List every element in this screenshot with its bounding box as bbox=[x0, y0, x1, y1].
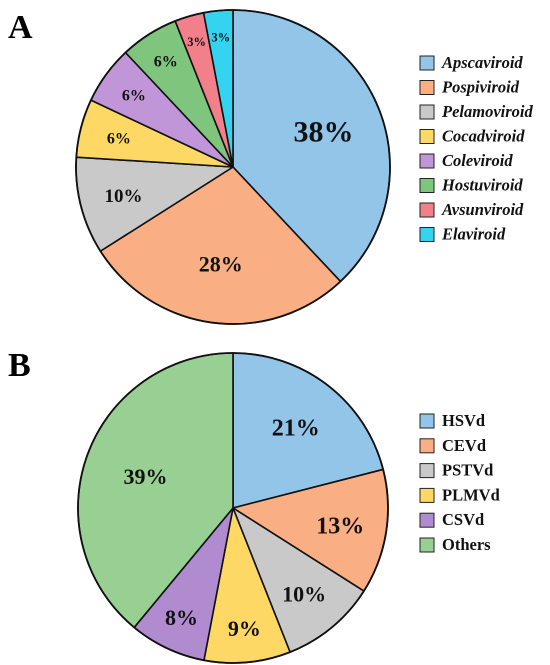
slice-label-coleviroid: 6% bbox=[122, 88, 146, 105]
legend-label-pospiviroid: Pospiviroid bbox=[441, 78, 520, 97]
slice-label-apscaviroid: 38% bbox=[294, 116, 354, 149]
legend-swatch-avsunviroid bbox=[419, 202, 435, 218]
legend-label-pelamoviroid: Pelamoviroid bbox=[441, 102, 533, 121]
legend-swatch-hostuviroid bbox=[419, 178, 435, 193]
legend-swatch-elaviroid bbox=[419, 227, 435, 242]
legend-swatch-csvd bbox=[419, 512, 435, 528]
slice-label-plmvd: 9% bbox=[228, 616, 261, 641]
slice-label-hostuviroid: 6% bbox=[154, 54, 178, 71]
legend-swatch-pelamoviroid bbox=[419, 104, 435, 120]
legend-label-others: Others bbox=[442, 535, 491, 554]
pie-outline bbox=[77, 352, 389, 664]
slice-label-avsunviroid: 3% bbox=[187, 35, 206, 49]
panel-b-letter: B bbox=[8, 347, 31, 384]
slice-label-pelamoviroid: 10% bbox=[105, 186, 143, 207]
legend-label-plmvd: PLMVd bbox=[442, 485, 500, 504]
pie-outline bbox=[75, 9, 391, 325]
legend-swatch-pospiviroid bbox=[419, 80, 435, 95]
legend-label-csvd: CSVd bbox=[442, 510, 484, 529]
slice-label-pstvd: 10% bbox=[282, 582, 326, 607]
legend-label-cevd: CEVd bbox=[442, 436, 486, 455]
legend-swatch-hsvd bbox=[419, 413, 435, 429]
legend-label-hsvd: HSVd bbox=[442, 411, 485, 430]
legend-swatch-plmvd bbox=[419, 487, 435, 503]
legend-label-elaviroid: Elaviroid bbox=[441, 225, 506, 244]
legend-label-coleviroid: Coleviroid bbox=[442, 151, 513, 170]
legend-swatch-pstvd bbox=[419, 463, 435, 479]
legend-swatch-apscaviroid bbox=[419, 55, 435, 71]
legend-label-pstvd: PSTVd bbox=[442, 461, 493, 480]
legend-b: HSVd CEVd PSTVd PLMVd CSVd Others bbox=[419, 411, 500, 554]
legend-label-avsunviroid: Avsunviroid bbox=[441, 200, 524, 219]
legend-swatch-cocadviroid bbox=[419, 129, 435, 144]
panel-a-letter: A bbox=[8, 9, 33, 46]
slice-label-elaviroid: 3% bbox=[211, 31, 230, 45]
legend-label-cocadviroid: Cocadviroid bbox=[442, 127, 525, 146]
legend-label-hostuviroid: Hostuviroid bbox=[441, 176, 523, 195]
pie-chart-b: 21% 13% 10% 9% 8% 39% bbox=[77, 352, 389, 664]
pie-chart-a: 38% 28% 10% 6% 6% 6% 3% 3% bbox=[75, 9, 391, 325]
legend-a: Apscaviroid Pospiviroid Pelamoviroid Cocadv… bbox=[419, 53, 533, 244]
slice-label-hsvd: 21% bbox=[272, 416, 320, 442]
slice-label-cevd: 13% bbox=[316, 513, 364, 539]
slice-label-pospiviroid: 28% bbox=[199, 251, 243, 276]
legend-swatch-coleviroid bbox=[419, 153, 435, 169]
legend-swatch-others bbox=[419, 537, 435, 553]
legend-label-apscaviroid: Apscaviroid bbox=[441, 53, 523, 72]
slice-label-others: 39% bbox=[124, 464, 168, 489]
slice-label-csvd: 8% bbox=[165, 605, 198, 630]
slice-label-cocadviroid: 6% bbox=[107, 130, 131, 147]
legend-swatch-cevd bbox=[419, 438, 435, 454]
